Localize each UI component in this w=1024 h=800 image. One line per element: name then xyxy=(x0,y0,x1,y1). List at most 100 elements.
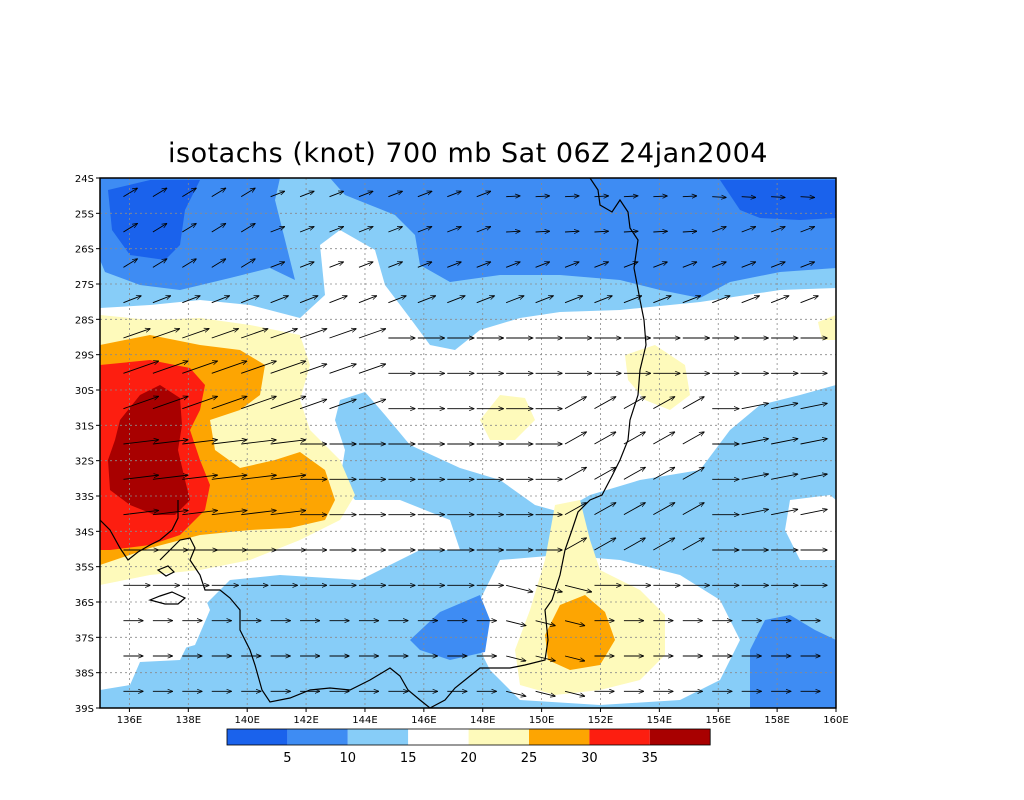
wind-arrow xyxy=(800,439,828,445)
wind-arrow xyxy=(152,224,167,233)
latitude-labels: 24S 25S 26S 27S 28S 29S 30S 31S 32S 33S 34S 35S 36S 3… xyxy=(75,174,100,715)
wind-arrow xyxy=(594,296,612,304)
wind-arrow xyxy=(653,231,667,232)
coastline-2 xyxy=(100,500,179,561)
wind-arrow xyxy=(211,475,247,480)
wind-arrow xyxy=(241,475,276,480)
wind-arrow xyxy=(770,227,785,233)
wind-arrow xyxy=(506,231,520,232)
wind-arrow xyxy=(182,396,217,410)
wind-arrow xyxy=(565,196,579,197)
wind-arrow xyxy=(182,510,217,516)
wind-arrow xyxy=(270,262,285,268)
colorbar-label: 15 xyxy=(400,751,417,766)
wind-arrow xyxy=(653,196,667,197)
wind-arrow xyxy=(623,397,645,410)
longitude-label: 150E xyxy=(529,715,554,726)
wind-arrow xyxy=(329,399,357,410)
colorbar-label: 35 xyxy=(642,751,659,766)
wind-arrow xyxy=(123,296,141,304)
wind-arrow xyxy=(182,475,217,480)
wind-arrow xyxy=(182,259,196,268)
colorbar-label: 20 xyxy=(460,751,477,766)
wind-arrow xyxy=(505,262,520,268)
island xyxy=(156,565,176,577)
wind-arrow xyxy=(535,584,563,592)
wind-arrow xyxy=(741,474,769,480)
wind-arrow xyxy=(240,259,255,268)
latitude-label: 33S xyxy=(75,492,94,503)
latitude-label: 29S xyxy=(75,351,94,362)
wind-arrow xyxy=(653,538,674,551)
wind-arrow xyxy=(771,403,798,410)
wind-arrow xyxy=(388,262,402,268)
wind-arrow xyxy=(682,397,704,410)
wind-arrow xyxy=(564,584,592,592)
wind-arrow xyxy=(771,197,785,198)
longitude-label: 138E xyxy=(176,715,201,726)
wind-arrow xyxy=(623,296,642,304)
latitude-label: 35S xyxy=(75,563,94,574)
wind-arrow xyxy=(241,329,268,339)
latitude-label: 34S xyxy=(75,527,94,538)
longitude-labels: 136E 138E 140E 142E 144E 146E 148E 150E 152E 154E… xyxy=(117,708,849,726)
wind-arrow xyxy=(211,224,226,233)
wind-arrow xyxy=(182,329,209,339)
colorbar-cell xyxy=(589,729,650,745)
wind-arrow xyxy=(653,432,674,445)
wind-arrow xyxy=(152,475,188,480)
wind-arrow xyxy=(770,262,785,268)
wind-arrow xyxy=(241,396,276,410)
wind-arrow xyxy=(682,196,697,197)
latitude-label: 32S xyxy=(75,457,94,468)
wind-arrow xyxy=(211,440,247,445)
longitude-label: 160E xyxy=(823,715,848,726)
wind-arrow xyxy=(800,296,819,304)
coastline xyxy=(429,178,647,708)
latitude-label: 25S xyxy=(75,209,94,220)
wind-arrow xyxy=(270,475,306,480)
wind-arrow xyxy=(623,538,645,551)
wind-arrow xyxy=(535,231,550,232)
wind-arrow xyxy=(123,440,158,445)
wind-arrow xyxy=(741,296,760,304)
wind-arrow xyxy=(123,259,137,268)
wind-arrow xyxy=(535,620,556,626)
wind-arrow xyxy=(270,440,306,445)
wind-arrow xyxy=(447,262,461,268)
wind-arrow xyxy=(211,259,226,268)
wind-arrow xyxy=(241,510,276,516)
wind-arrow xyxy=(270,396,306,410)
wind-arrow xyxy=(123,188,137,198)
wind-arrow xyxy=(388,191,402,198)
wind-arrow xyxy=(623,262,638,268)
wind-arrow xyxy=(800,403,828,410)
wind-arrow xyxy=(270,329,298,339)
wind-arrow xyxy=(712,296,730,304)
wind-arrow xyxy=(299,191,314,198)
longitude-label: 144E xyxy=(352,715,377,726)
latitude-label: 37S xyxy=(75,633,94,644)
wind-arrow xyxy=(152,510,188,516)
wind-arrow xyxy=(152,188,167,198)
wind-arrow xyxy=(240,188,255,198)
wind-arrow xyxy=(564,467,586,480)
wind-arrow xyxy=(535,196,550,197)
contour-20-lower xyxy=(100,585,210,660)
plot-area xyxy=(100,178,836,708)
latitude-label: 28S xyxy=(75,315,94,326)
colorbar-cell xyxy=(287,729,348,745)
wind-arrow xyxy=(800,262,815,268)
wind-arrow xyxy=(623,196,638,197)
wind-arrow xyxy=(211,361,247,374)
wind-arrow xyxy=(152,259,167,268)
colorbar-cell xyxy=(347,729,409,745)
chart-title: isotachs (knot) 700 mb Sat 06Z 24jan2004 xyxy=(168,138,768,169)
wind-arrow xyxy=(211,188,226,198)
wind-arrow xyxy=(417,262,432,268)
wind-arrow xyxy=(417,191,432,198)
contour-30b xyxy=(545,595,615,670)
latitude-label: 39S xyxy=(75,704,94,715)
wind-arrow xyxy=(506,584,533,592)
contour-25d xyxy=(818,315,836,340)
